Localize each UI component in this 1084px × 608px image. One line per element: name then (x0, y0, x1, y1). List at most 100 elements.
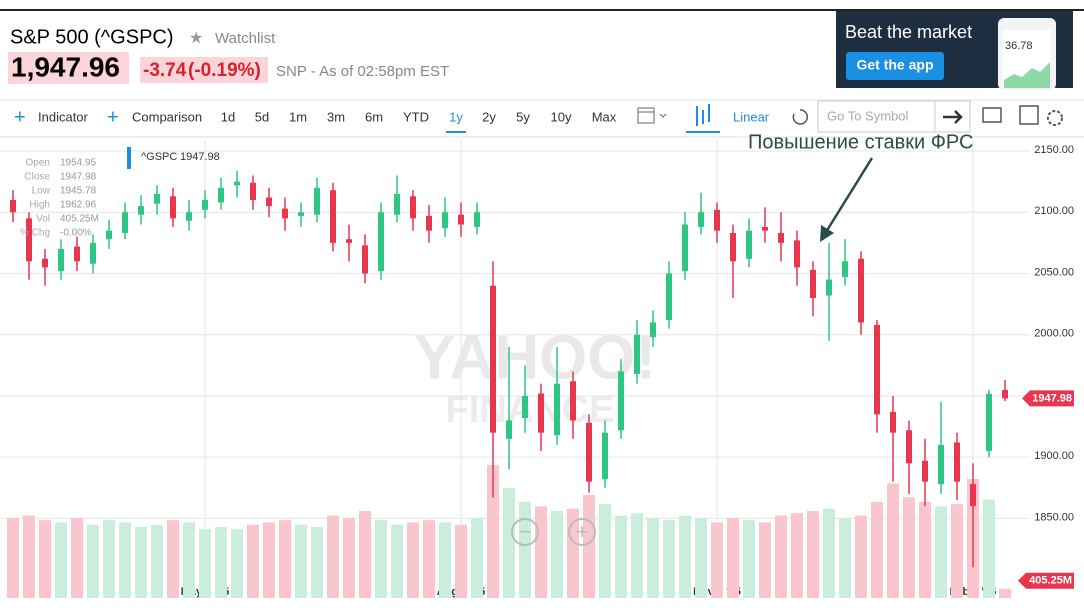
candle-body (378, 212, 384, 272)
range-button[interactable]: 1y (449, 109, 463, 124)
annotation: Повышение ставки ФРС (748, 131, 974, 153)
zoom-button[interactable] (568, 518, 596, 546)
candle-body (170, 196, 176, 219)
volume-bar (327, 515, 339, 598)
volume-bar (279, 520, 291, 598)
print-icon[interactable] (982, 107, 1002, 123)
volume-bar (807, 510, 819, 598)
range-button[interactable]: 2y (482, 109, 496, 124)
info-value: 405.25M (60, 214, 99, 225)
candle-body (634, 334, 640, 374)
volume-bar (983, 499, 995, 598)
volume-bar (775, 515, 787, 598)
volume-bar (39, 520, 51, 598)
range-button[interactable]: 1d (221, 109, 235, 124)
candle-body (618, 371, 624, 431)
candle-body (58, 248, 64, 272)
range-button[interactable]: 5y (516, 109, 530, 124)
range-button[interactable]: Max (592, 109, 617, 124)
info-value: 1954.95 (60, 158, 97, 169)
volume-bar (407, 522, 419, 598)
price-tag-label: 1947.98 (1032, 392, 1072, 404)
calendar-icon[interactable] (637, 107, 655, 124)
volume-bar (151, 524, 163, 598)
settings-icon[interactable] (1047, 110, 1063, 126)
candle-body (10, 200, 16, 213)
undo-icon[interactable] (792, 109, 809, 125)
volume-bar (839, 517, 851, 598)
volume-bar (343, 517, 355, 598)
zoom-button[interactable] (511, 518, 539, 546)
info-label: High (29, 200, 50, 211)
range-button[interactable]: 3m (327, 109, 345, 124)
comparison-button[interactable]: Comparison (132, 109, 202, 124)
range-button[interactable]: YTD (403, 109, 429, 124)
go-arrow[interactable] (943, 110, 963, 124)
candle-body (922, 460, 928, 482)
scale-button[interactable]: Linear (733, 109, 770, 124)
volume-bar (423, 520, 435, 598)
candle-body (74, 246, 80, 262)
volume-bar (455, 524, 467, 598)
candle-body (426, 215, 432, 231)
range-button[interactable]: 10y (551, 109, 572, 124)
candle-body (522, 395, 528, 418)
volume-bar (823, 508, 835, 598)
chart-type-icon[interactable] (696, 104, 710, 126)
candle-body (330, 190, 336, 243)
volume-bar (759, 522, 771, 598)
change-pct: (-0.19%) (188, 60, 261, 81)
volume-bar (87, 524, 99, 598)
ad-phone-value: 36.78 (1005, 40, 1033, 52)
y-tick-label: 1850.00 (1034, 511, 1074, 523)
volume-bar (215, 527, 227, 598)
candle-body (154, 193, 160, 204)
info-label: Vol (36, 214, 50, 225)
volume-bar (439, 522, 451, 598)
star-icon[interactable]: ★ (189, 30, 203, 47)
volume-bar (391, 524, 403, 598)
indicator-button[interactable]: Indicator (38, 109, 89, 124)
share-icon[interactable] (1019, 105, 1039, 125)
range-button[interactable]: 1m (289, 109, 307, 124)
candle-body (730, 233, 736, 262)
candle-body (890, 411, 896, 433)
candle-body (746, 230, 752, 259)
volume-bar (951, 504, 963, 598)
watchlist[interactable]: Watchlist (215, 30, 276, 47)
ad-button[interactable] (846, 52, 944, 80)
candle-body (666, 273, 672, 321)
volume-bar (55, 522, 67, 598)
candle-body (106, 230, 112, 240)
volume-bar (663, 520, 675, 598)
candle-body (874, 324, 880, 415)
volume-bar (679, 515, 691, 598)
change: -3.74 (143, 60, 187, 81)
candle-body (346, 239, 352, 243)
volume-bar (743, 520, 755, 598)
candle-body (298, 212, 304, 216)
range-button[interactable]: 5d (255, 109, 269, 124)
range-button[interactable]: 6m (365, 109, 383, 124)
legend-value: 1947.98 (180, 151, 220, 163)
candle-body (218, 187, 224, 203)
candle-body (362, 245, 368, 274)
volume-bar (247, 524, 259, 598)
ad-phone-chart (1004, 62, 1050, 88)
candle-body (794, 240, 800, 268)
plus-icon: + (14, 106, 26, 128)
candle-body (410, 196, 416, 219)
volume-tag-label: 405.25M (1029, 575, 1072, 587)
volume-bar (919, 501, 931, 598)
info-value: -0.00% (60, 228, 92, 239)
info-value: 1945.78 (60, 186, 97, 197)
volume-bar (199, 529, 211, 598)
candle-body (778, 233, 784, 243)
candle-body (90, 242, 96, 264)
zoom-icon: + (576, 519, 589, 544)
change-bg (140, 57, 268, 83)
candle-body (538, 393, 544, 433)
y-tick-label: 2100.00 (1034, 205, 1074, 217)
annotation-arrow (824, 157, 874, 233)
